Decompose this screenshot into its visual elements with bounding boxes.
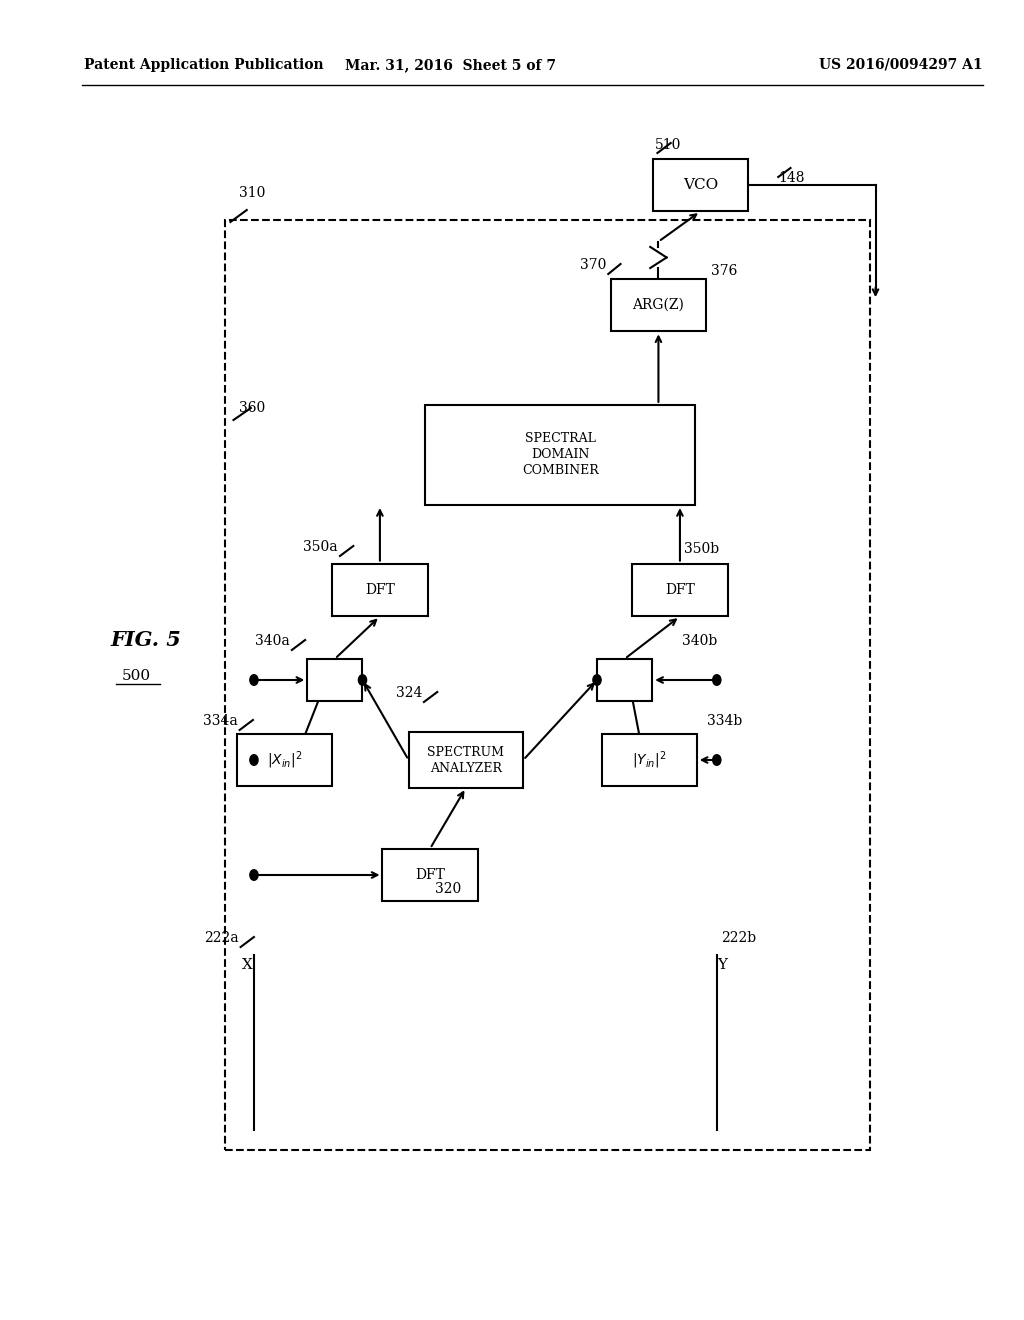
- Bar: [409, 733, 523, 788]
- Text: $|Y_{in}|^2$: $|Y_{in}|^2$: [632, 750, 667, 771]
- Text: 148: 148: [778, 172, 805, 185]
- Circle shape: [593, 675, 601, 685]
- Circle shape: [250, 755, 258, 766]
- Text: US 2016/0094297 A1: US 2016/0094297 A1: [819, 58, 983, 73]
- Circle shape: [250, 675, 258, 685]
- Text: Patent Application Publication: Patent Application Publication: [84, 58, 324, 73]
- Text: 334b: 334b: [707, 714, 741, 729]
- Text: X: X: [242, 958, 253, 972]
- Bar: [597, 659, 652, 701]
- Text: ARG(Z): ARG(Z): [633, 298, 684, 312]
- Text: 340a: 340a: [255, 634, 290, 648]
- Text: 340b: 340b: [682, 634, 717, 648]
- Circle shape: [713, 755, 721, 766]
- Bar: [653, 158, 748, 211]
- Bar: [425, 405, 695, 506]
- Text: DFT: DFT: [365, 583, 395, 597]
- Text: 370: 370: [580, 257, 606, 272]
- Bar: [238, 734, 332, 787]
- Text: DFT: DFT: [415, 869, 445, 882]
- Circle shape: [250, 870, 258, 880]
- Bar: [225, 220, 870, 1150]
- Bar: [633, 564, 727, 616]
- Text: SPECTRUM
ANALYZER: SPECTRUM ANALYZER: [427, 746, 505, 775]
- Bar: [332, 564, 428, 616]
- Text: 222b: 222b: [721, 931, 756, 945]
- Text: 324: 324: [395, 686, 422, 700]
- Text: VCO: VCO: [683, 178, 718, 191]
- Text: $|X_{in}|^2$: $|X_{in}|^2$: [267, 750, 302, 771]
- Text: 334a: 334a: [203, 714, 238, 729]
- Circle shape: [358, 675, 367, 685]
- Text: 320: 320: [435, 882, 462, 896]
- Text: 376: 376: [711, 264, 737, 279]
- Bar: [602, 734, 696, 787]
- Text: 350a: 350a: [303, 540, 338, 554]
- Text: 360: 360: [239, 401, 265, 414]
- Text: 350b: 350b: [684, 543, 719, 556]
- Bar: [383, 849, 477, 902]
- Text: 310: 310: [239, 186, 265, 201]
- Text: DFT: DFT: [665, 583, 695, 597]
- Circle shape: [713, 675, 721, 685]
- Text: FIG. 5: FIG. 5: [111, 630, 181, 649]
- Text: 510: 510: [655, 139, 682, 152]
- Bar: [307, 659, 362, 701]
- Text: Y: Y: [717, 958, 727, 972]
- Bar: [610, 279, 707, 331]
- Text: Mar. 31, 2016  Sheet 5 of 7: Mar. 31, 2016 Sheet 5 of 7: [345, 58, 556, 73]
- Text: SPECTRAL
DOMAIN
COMBINER: SPECTRAL DOMAIN COMBINER: [522, 433, 598, 478]
- Text: 222a: 222a: [204, 931, 239, 945]
- Text: 500: 500: [122, 669, 151, 682]
